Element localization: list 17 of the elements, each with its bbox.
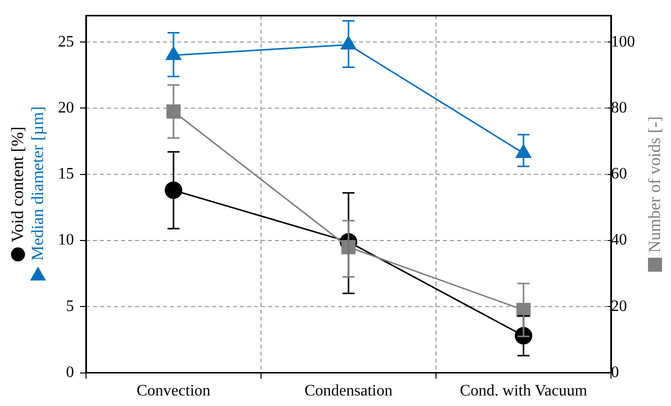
text: Median diameter [µm] [28,106,47,261]
text: Void content [%] [8,126,27,243]
y2-tick-label: 20 [611,298,627,315]
y-tick-label: 5 [66,298,74,315]
y-tick-label: 10 [58,232,74,249]
y2-tick-label: 80 [611,99,627,116]
y-tick-label: 20 [58,99,74,116]
y-tick-label: 25 [58,33,74,50]
x-tick-label: Cond. with Vacuum [460,382,588,400]
x-tick-label: Convection [136,382,210,400]
y2-tick-label: 60 [611,166,627,183]
y-tick-label: 15 [58,166,74,183]
text: Number of voids [-] [645,116,664,253]
x-tick-label: Condensation [304,382,392,400]
y2-tick-label: 100 [611,33,635,50]
y-tick-label: 0 [66,364,74,382]
y2-tick-label: 40 [611,232,627,249]
